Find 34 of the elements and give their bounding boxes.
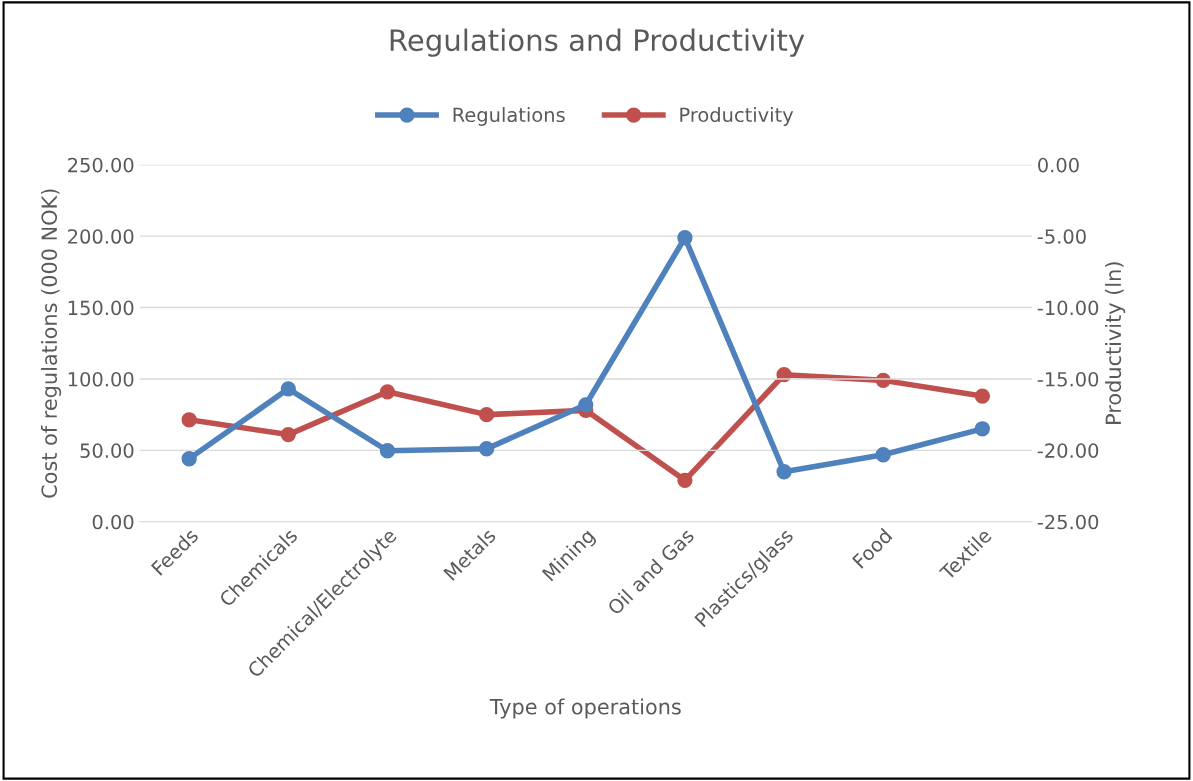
y2-tick-label: -25.00 <box>1037 514 1099 530</box>
y-tick-label: 0.00 <box>92 514 134 530</box>
point <box>280 426 296 443</box>
point <box>776 464 792 480</box>
point <box>875 447 891 463</box>
y-axis-title: Cost of regulations (000 NOK) <box>40 189 62 498</box>
y2-tick-label: -10.00 <box>1037 300 1099 316</box>
point <box>181 451 197 467</box>
point <box>974 388 991 404</box>
y2-axis-title: Productivity (ln) <box>1105 262 1126 424</box>
y-tick-label: 100.00 <box>68 371 134 387</box>
point <box>280 381 296 397</box>
point <box>578 397 594 413</box>
y-tick-label: 250.00 <box>68 157 134 173</box>
point <box>677 472 693 488</box>
x-axis-title: Type of operations <box>489 698 681 719</box>
chart-title: Regulations and Productivity <box>390 28 805 57</box>
y2-tick-label: -20.00 <box>1037 443 1099 458</box>
point <box>677 230 693 246</box>
y2-tick-label: -5.00 <box>1037 229 1086 244</box>
point <box>379 443 396 459</box>
point <box>974 421 991 437</box>
legend-label: Regulations <box>453 107 565 126</box>
y2-tick-label: -15.00 <box>1037 371 1099 387</box>
point <box>478 406 495 423</box>
y2-tick-label: 0.00 <box>1038 157 1079 173</box>
legend-label: Productivity <box>680 107 794 126</box>
x-tick-label: Oil and Gas <box>606 527 695 616</box>
point <box>478 441 495 457</box>
y-tick-label: 50.00 <box>80 443 134 458</box>
y-tick-label: 200.00 <box>68 229 134 244</box>
y-tick-label: 150.00 <box>68 300 134 316</box>
point <box>379 384 396 400</box>
point <box>181 412 197 428</box>
